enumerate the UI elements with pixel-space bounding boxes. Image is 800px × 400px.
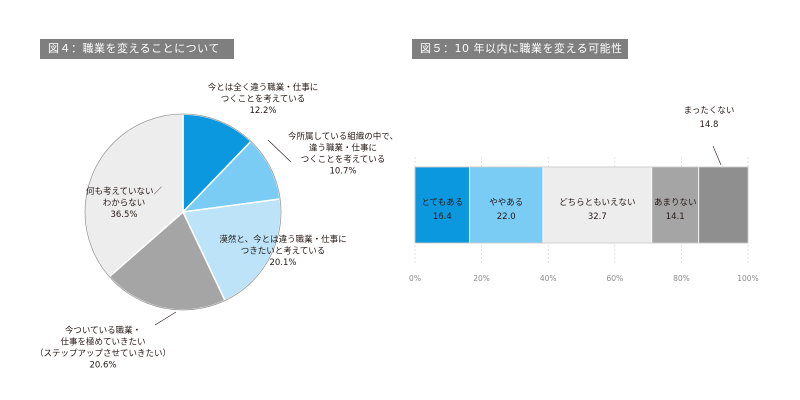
bar-label-3: どちらともいえない 32.7 bbox=[559, 198, 635, 222]
pie-label-2: 今所属している組織の中で、違う職業・仕事につくことを考えている 10.7% bbox=[288, 131, 398, 177]
leader-line-2 bbox=[267, 139, 292, 163]
x-tick-label-3: 60% bbox=[606, 274, 623, 283]
bar-label-4: あまりない 14.1 bbox=[654, 198, 697, 222]
pie-outline bbox=[84, 113, 282, 311]
pie-label-3: 漠然と、今とは違う職業・仕事につきたいと考えている 20.1% bbox=[219, 234, 346, 268]
x-tick-label-0: 0% bbox=[409, 274, 421, 283]
bar-label-2: ややある 22.0 bbox=[489, 198, 523, 222]
pie-label-1: 今とは全く違う職業・仕事につくことを考えている 12.2% bbox=[208, 82, 319, 116]
x-tick-label-4: 80% bbox=[673, 274, 690, 283]
bar-segment-3 bbox=[542, 166, 653, 244]
bar-segment-2 bbox=[469, 166, 544, 244]
pie-chart-title: 図４：職業を変えることについて bbox=[40, 39, 234, 59]
bar-label-5: まったくない 14.8 bbox=[684, 106, 735, 130]
bar-outline bbox=[414, 166, 749, 244]
x-tick-label-2: 40% bbox=[540, 274, 557, 283]
bar-segment-4 bbox=[651, 166, 700, 244]
bar-label-1: とてもある 16.4 bbox=[421, 198, 463, 222]
bar-leader-line bbox=[712, 145, 722, 166]
bar-chart-title: 図５：10 年以内に職業を変える可能性 bbox=[412, 39, 628, 59]
x-tick-label-5: 100% bbox=[737, 274, 758, 283]
pie-label-5: 何も考えていない／わからない 36.5% bbox=[86, 186, 163, 220]
pie-label-4: 今ついている職業・仕事を極めていきたい（ステップアップさせていきたい） 20.6% bbox=[35, 325, 171, 371]
leader-line-4 bbox=[154, 311, 177, 326]
x-tick-label-1: 20% bbox=[473, 274, 490, 283]
bar-segment-5 bbox=[698, 166, 749, 244]
